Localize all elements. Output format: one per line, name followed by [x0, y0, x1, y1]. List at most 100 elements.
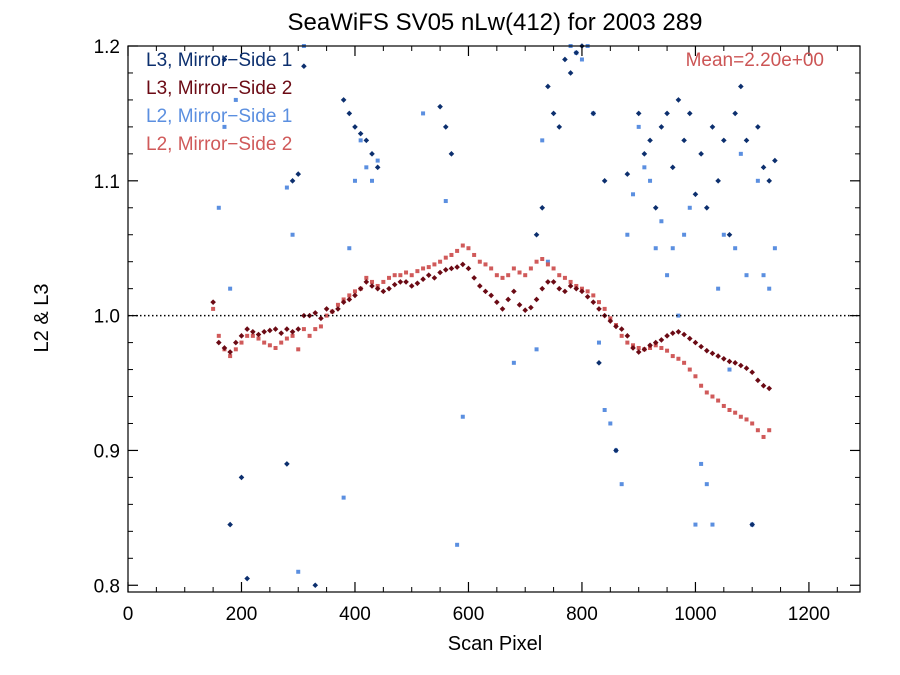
- l2-ms2-point: [239, 340, 244, 345]
- l3-ms2-point: [545, 279, 551, 285]
- l2-ms1-point: [347, 246, 352, 251]
- l3-ms2-point: [289, 329, 296, 335]
- l2-ms2-point: [284, 336, 289, 341]
- l3-ms2-point: [369, 283, 375, 289]
- l2-ms1-point: [716, 286, 721, 291]
- l3-ms1-point: [613, 447, 619, 454]
- l3-ms2-point: [516, 302, 523, 308]
- l2-ms1-point: [284, 185, 289, 190]
- l3-ms1-point: [567, 70, 574, 76]
- l2-ms1-point: [648, 178, 653, 183]
- l2-ms2-point: [477, 259, 482, 264]
- l3-ms1-point: [545, 83, 551, 90]
- l3-ms1-point: [681, 137, 687, 144]
- l2-ms2-point: [421, 266, 426, 271]
- l3-ms2-point: [590, 299, 597, 305]
- l3-ms1-point: [442, 124, 449, 130]
- l2-ms1-point: [602, 408, 607, 412]
- l2-ms2-point: [318, 324, 323, 329]
- l3-ms2-point: [630, 345, 636, 351]
- l3-ms2-point: [760, 382, 767, 389]
- l3-ms2-point: [499, 306, 506, 312]
- l2-ms1-point: [733, 246, 738, 251]
- l2-ms2-point: [602, 306, 607, 311]
- l2-ms2-point: [534, 259, 539, 264]
- l3-ms2-point: [238, 333, 245, 339]
- l2-ms2-point: [511, 266, 516, 271]
- l2-ms2-point: [727, 408, 732, 412]
- l3-ms2-point: [766, 385, 773, 392]
- l2-ms1-point: [699, 461, 704, 466]
- y-tick-label: 0.9: [94, 441, 120, 462]
- l3-ms2-point: [210, 299, 216, 305]
- l2-ms2-point: [262, 340, 267, 345]
- l2-ms2-point: [721, 403, 726, 408]
- l2-ms1-point: [352, 178, 357, 183]
- l3-ms2-point: [533, 296, 540, 303]
- l3-ms1-point: [647, 137, 653, 144]
- l2-ms2-point: [347, 293, 352, 298]
- l3-ms1-point: [709, 124, 716, 130]
- l2-ms1-point: [421, 111, 426, 116]
- l3-ms2-point: [709, 350, 716, 357]
- l2-ms2-point: [211, 306, 216, 311]
- l2-ms1-point: [687, 205, 692, 210]
- mean-annotation: Mean=2.20e+00: [686, 50, 824, 71]
- l2-ms1-point: [370, 178, 374, 183]
- x-axis-label: Scan Pixel: [448, 633, 543, 655]
- l2-ms1-point: [721, 232, 726, 237]
- l2-ms2-point: [216, 333, 221, 338]
- l3-ms2-point: [215, 339, 222, 346]
- l3-ms2-point: [221, 345, 228, 351]
- l2-ms1-point: [767, 286, 772, 291]
- l2-ms2-point: [466, 246, 471, 251]
- l3-ms2-point: [374, 285, 381, 292]
- l2-ms2-point: [557, 273, 562, 278]
- l3-ms2-point: [618, 326, 625, 332]
- l3-ms2-point: [408, 283, 415, 289]
- l2-ms2-point: [625, 340, 630, 345]
- l2-ms2-point: [676, 356, 681, 361]
- l2-ms2-point: [392, 273, 397, 278]
- l2-ms2-point: [483, 262, 488, 267]
- l2-ms2-point: [245, 333, 250, 338]
- l2-ms1-point: [772, 246, 777, 251]
- l2-ms2-point: [619, 333, 624, 338]
- l3-ms2-point: [403, 279, 409, 285]
- l2-ms2-point: [704, 390, 709, 395]
- l3-ms2-point: [658, 337, 665, 343]
- l3-ms2-point: [477, 283, 483, 289]
- l3-ms1-point: [749, 521, 755, 528]
- l2-ms1-point: [511, 360, 516, 365]
- l3-ms1-point: [448, 151, 455, 157]
- l2-ms2-point: [324, 313, 329, 318]
- l2-ms2-point: [370, 279, 374, 284]
- l2-ms2-point: [636, 345, 641, 350]
- l3-ms2-point: [641, 346, 648, 353]
- l2-ms1-point: [676, 313, 681, 318]
- l2-ms1-point: [670, 246, 675, 251]
- data-points: [210, 43, 778, 589]
- l2-ms2-point: [716, 398, 721, 403]
- l3-ms2-point: [488, 292, 494, 299]
- l2-ms2-point: [455, 248, 460, 253]
- l3-ms2-point: [261, 329, 267, 335]
- l2-ms2-point: [404, 270, 409, 275]
- x-tick-label: 1200: [788, 604, 830, 625]
- l3-ms2-point: [255, 331, 262, 338]
- l3-ms1-point: [357, 130, 364, 137]
- l2-ms2-point: [398, 273, 403, 278]
- l3-ms2-point: [442, 266, 449, 273]
- y-tick-label: 1.0: [94, 307, 120, 328]
- l2-ms1-point: [545, 259, 550, 264]
- l2-ms1-point: [738, 151, 743, 156]
- l3-ms1-point: [686, 110, 693, 117]
- y-tick-label: 1.1: [94, 172, 120, 193]
- l2-ms1-point: [693, 522, 698, 527]
- l3-ms2-point: [494, 299, 500, 305]
- l3-ms2-point: [329, 308, 336, 315]
- l2-ms1-point: [704, 482, 709, 487]
- l3-ms2-point: [233, 339, 239, 346]
- l2-ms1-point: [642, 165, 647, 170]
- l2-ms2-point: [494, 273, 499, 278]
